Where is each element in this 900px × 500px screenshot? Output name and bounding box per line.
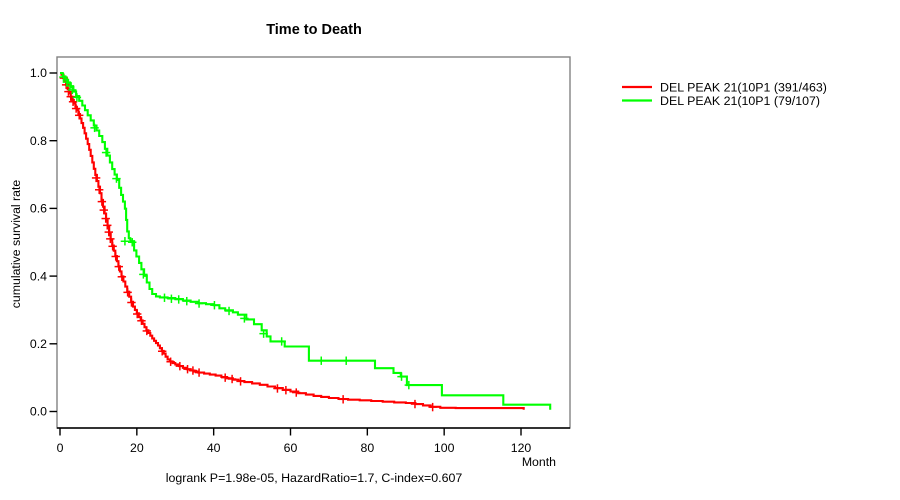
x-axis-tick-label: 60: [284, 441, 298, 455]
legend: DEL PEAK 21(10P1 (391/463) DEL PEAK 21(1…: [622, 81, 827, 108]
axes: 0 20 40 60 80 100 120 0.0 0.2 0.4 0.6 0.8 1.0: [30, 66, 570, 455]
legend-label-green: DEL PEAK 21(10P1 (79/107): [660, 94, 820, 108]
y-axis-tick-label: 0.2: [30, 337, 47, 351]
y-axis-title: cumulative survival rate: [9, 180, 23, 309]
y-axis-tick-label: 1.0: [30, 66, 47, 80]
y-axis-tick-label: 0.8: [30, 134, 47, 148]
stats-caption: logrank P=1.98e-05, HazardRatio=1.7, C-i…: [166, 471, 463, 485]
y-axis-tick-label: 0.4: [30, 269, 47, 283]
censor-marks-red: [59, 73, 437, 412]
y-axis-tick-label: 0.6: [30, 202, 47, 216]
x-axis-tick-label: 80: [360, 441, 374, 455]
chart-title: Time to Death: [266, 22, 362, 38]
x-axis-tick-label: 20: [130, 441, 144, 455]
x-axis-tick-label: 100: [434, 441, 455, 455]
x-axis-tick-label: 120: [511, 441, 532, 455]
y-axis-tick-label: 0.0: [30, 405, 47, 419]
x-axis-tick-label: 0: [57, 441, 64, 455]
x-axis-tick-label: 40: [207, 441, 221, 455]
survival-curve-green: [60, 71, 552, 410]
censor-marks-green: [59, 72, 414, 390]
legend-label-red: DEL PEAK 21(10P1 (391/463): [660, 81, 827, 95]
x-axis-title: Month: [522, 455, 556, 469]
survival-curves: [59, 71, 552, 412]
